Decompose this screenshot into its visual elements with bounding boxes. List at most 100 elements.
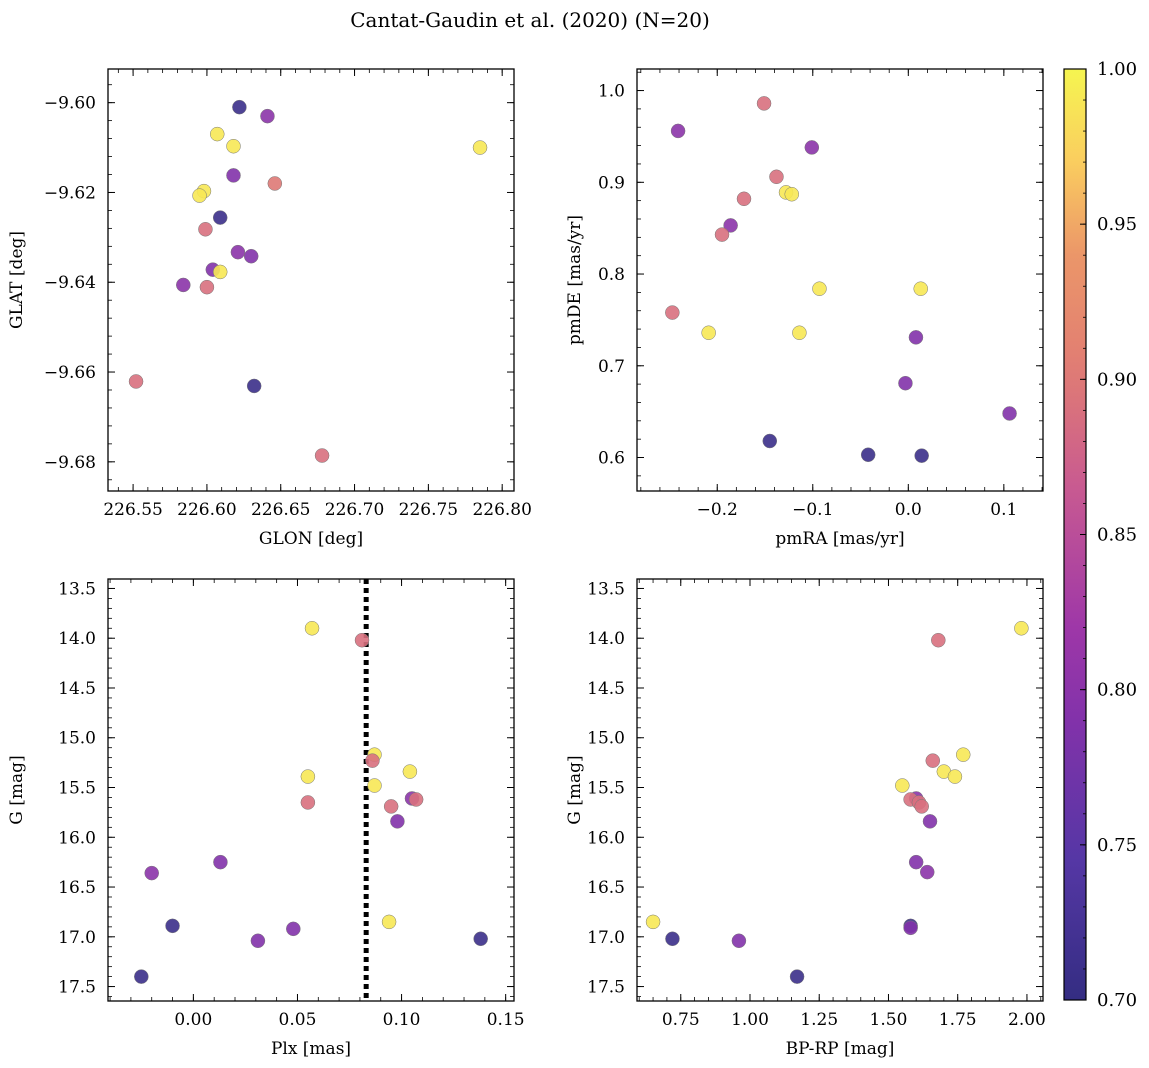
scatter-point xyxy=(860,447,876,463)
x-tick-label: 0.1 xyxy=(990,500,1017,520)
colorbar-tick-label: 0.70 xyxy=(1097,990,1137,1011)
scatter-point xyxy=(402,764,418,779)
y-tick-label: 15.5 xyxy=(587,779,625,799)
scatter-point xyxy=(913,281,928,296)
scatter-point xyxy=(789,969,805,984)
scatter-point xyxy=(198,222,213,237)
colorbar-tick-label: 0.85 xyxy=(1097,525,1137,546)
scatter-point xyxy=(903,920,918,936)
y-tick-label: 16.5 xyxy=(58,878,96,898)
scatter-point xyxy=(365,753,380,768)
scatter-point xyxy=(304,621,320,636)
x-tick-label: 226.65 xyxy=(251,500,310,520)
scatter-point xyxy=(898,375,913,391)
scatter-point xyxy=(895,778,910,793)
x-axis-label: Plx [mas] xyxy=(271,1039,351,1059)
scatter-point xyxy=(260,108,275,124)
axes-frame xyxy=(107,578,515,1002)
scatter-point xyxy=(914,799,929,814)
x-axis-label: GLON [deg] xyxy=(259,529,363,549)
y-tick-label: −9.68 xyxy=(44,453,96,473)
y-tick-label: 17.0 xyxy=(587,928,625,948)
scatter-point xyxy=(144,865,159,881)
scatter-point xyxy=(408,792,424,807)
y-tick-label: −9.60 xyxy=(44,94,96,114)
panels: 226.55 226.60 226.65 226.70 226.75 226.80 −9.6… xyxy=(7,68,1046,1059)
x-tick-label: 0.10 xyxy=(383,1010,421,1030)
scatter-point xyxy=(955,747,971,762)
scatter-point xyxy=(792,325,807,340)
axes-frame xyxy=(636,578,1044,1002)
axes-frame xyxy=(107,68,515,492)
y-tick-label: 14.0 xyxy=(58,629,96,649)
y-tick-label: 15.0 xyxy=(58,729,96,749)
scatter-point xyxy=(354,632,370,648)
scatter-point xyxy=(812,281,827,296)
scatter-point xyxy=(390,814,405,829)
scatter-point xyxy=(908,330,924,345)
y-tick-label: 16.0 xyxy=(58,828,96,848)
scatter-point xyxy=(250,933,266,949)
x-tick-label: 1.00 xyxy=(731,1010,769,1030)
scatter-point xyxy=(701,325,716,340)
scatter-point xyxy=(226,138,241,154)
x-tick-label: 0.00 xyxy=(174,1010,212,1030)
x-tick-label: 1.50 xyxy=(870,1010,908,1030)
x-tick-label: −0.2 xyxy=(697,500,738,520)
y-axis-label: pmDE [mas/yr] xyxy=(565,215,585,345)
scatter-point xyxy=(473,931,488,947)
y-tick-label: 1.0 xyxy=(598,82,625,102)
x-tick-label: 1.25 xyxy=(800,1010,838,1030)
scatter-point xyxy=(212,210,228,225)
x-tick-label: 226.60 xyxy=(177,500,236,520)
scatter-point xyxy=(232,99,247,115)
scatter-point xyxy=(665,305,680,320)
scatter-point xyxy=(128,374,144,389)
axes-frame xyxy=(636,68,1044,492)
scatter-point xyxy=(756,96,772,111)
scatter-point xyxy=(367,778,382,793)
y-axis-label: G [mag] xyxy=(565,755,585,824)
y-tick-label: −9.66 xyxy=(44,363,96,383)
y-tick-label: 17.0 xyxy=(58,928,96,948)
y-tick-label: 16.0 xyxy=(587,828,625,848)
y-tick-label: −9.62 xyxy=(44,183,96,203)
scatter-point xyxy=(165,918,180,934)
x-tick-label: 0.0 xyxy=(895,500,922,520)
x-tick-label: 0.15 xyxy=(487,1010,525,1030)
scatter-point xyxy=(176,277,191,293)
y-axis-label: G [mag] xyxy=(7,755,27,824)
scatter-point xyxy=(472,140,488,155)
scatter-point xyxy=(300,769,316,784)
panel-proper-motion: −0.2 −0.1 0.0 0.1 0.6 0.7 0.8 0.9 1.0 pmRA [mas/y… xyxy=(565,68,1044,549)
scatter-point xyxy=(199,279,215,295)
scatter-point xyxy=(908,854,924,870)
scatter-point xyxy=(804,140,820,155)
scatter-point xyxy=(914,448,929,463)
scatter-point xyxy=(925,753,941,768)
y-tick-label: 0.7 xyxy=(598,357,625,377)
scatter-point xyxy=(212,264,228,280)
scatter-point xyxy=(922,814,938,829)
scatter-point xyxy=(919,864,935,880)
panel-position: 226.55 226.60 226.65 226.70 226.75 226.80 −9.6… xyxy=(7,68,532,549)
x-tick-label: 226.80 xyxy=(472,500,531,520)
x-tick-label: 226.55 xyxy=(103,500,162,520)
scatter-point xyxy=(762,433,778,449)
scatter-point xyxy=(213,854,228,870)
x-tick-label: 0.75 xyxy=(662,1010,700,1030)
scatter-point xyxy=(714,227,730,242)
y-tick-label: 14.5 xyxy=(587,679,625,699)
scatter-point xyxy=(300,795,316,810)
scatter-point xyxy=(210,126,225,142)
x-tick-label: 0.05 xyxy=(279,1010,317,1030)
x-axis-label: pmRA [mas/yr] xyxy=(775,529,904,549)
scatter-point xyxy=(784,186,800,202)
x-tick-label: 226.70 xyxy=(325,500,384,520)
y-tick-label: 16.5 xyxy=(587,878,625,898)
y-tick-label: 14.5 xyxy=(58,679,96,699)
colorbar-tick-label: 0.75 xyxy=(1097,835,1137,856)
scatter-point xyxy=(665,931,680,947)
y-tick-label: 13.5 xyxy=(587,579,625,599)
